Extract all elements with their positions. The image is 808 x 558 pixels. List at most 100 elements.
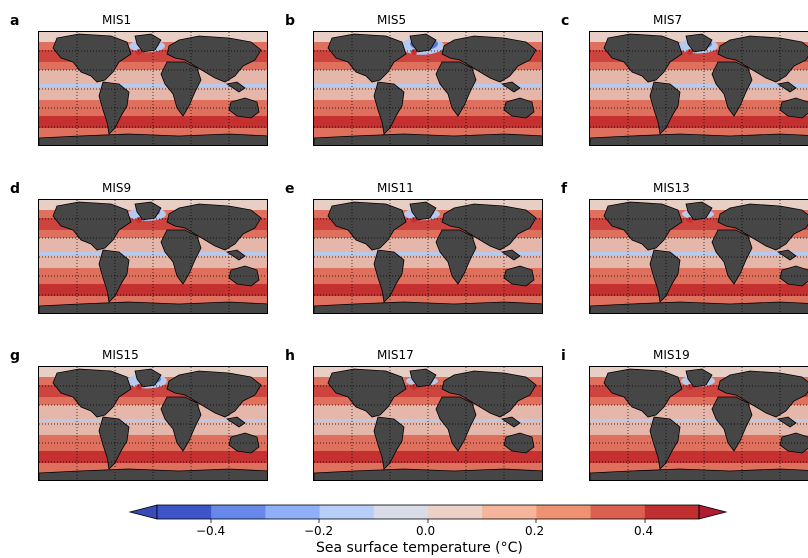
sst-map-svg [590, 32, 808, 145]
graticule [39, 367, 267, 480]
colorbar-segment [157, 505, 212, 519]
graticule [39, 32, 267, 145]
southern-warm-band [590, 116, 808, 128]
equatorial-cool-band [39, 252, 267, 255]
graticule [590, 200, 808, 313]
colorbar-tick-label: −0.4 [196, 524, 226, 538]
equatorial-cool-band [39, 84, 267, 87]
colorbar-segment [590, 505, 646, 519]
sst-map-svg [314, 367, 542, 480]
southern-warm-band [39, 116, 267, 128]
panel-letter: e [285, 181, 295, 197]
sst-map-svg [39, 200, 267, 313]
colorbar-extend-high [698, 504, 728, 520]
graticule [314, 200, 542, 313]
north-atlantic-warm-spot [687, 49, 693, 55]
map-panel-i: i MIS19 [561, 348, 808, 498]
panel-title: MIS17 [377, 348, 414, 362]
panel-letter: d [10, 181, 21, 197]
panel-letter: i [561, 348, 566, 364]
north-atlantic-warm-spot [411, 49, 417, 55]
graticule [314, 32, 542, 145]
north-atlantic-warm-spot [136, 384, 142, 390]
panel-title: MIS19 [653, 348, 690, 362]
graticule [314, 367, 542, 480]
map-panel-d: d MIS9 [10, 181, 268, 331]
panel-title: MIS9 [102, 181, 132, 195]
sst-map [589, 199, 808, 314]
colorbar-segment [644, 505, 700, 519]
map-panel-c: c MIS7 [561, 13, 808, 163]
sst-map [589, 366, 808, 481]
sst-map-svg [314, 200, 542, 313]
graticule [590, 32, 808, 145]
panel-letter: g [10, 348, 21, 364]
map-panel-a: a MIS1 [10, 13, 268, 163]
colorbar-tick-label: 0.2 [525, 524, 545, 538]
equatorial-cool-band [590, 84, 808, 87]
sst-map [313, 31, 543, 146]
southern-warm-band [39, 284, 267, 296]
colorbar-tick-label: 0.4 [634, 524, 654, 538]
north-atlantic-warm-spot [687, 384, 693, 390]
colorbar-segment [265, 505, 321, 519]
map-panel-f: f MIS13 [561, 181, 808, 331]
map-panel-e: e MIS11 [285, 181, 543, 331]
southern-warm-band [590, 451, 808, 463]
colorbar-segment [428, 505, 483, 519]
sst-map [38, 366, 268, 481]
map-panel-g: g MIS15 [10, 348, 268, 498]
sst-map [38, 199, 268, 314]
colorbar-title: Sea surface temperature (°C) [316, 540, 523, 556]
sst-map [313, 199, 543, 314]
equatorial-cool-band [314, 252, 542, 255]
colorbar-extend-low [128, 504, 158, 520]
sst-map [38, 31, 268, 146]
sst-map-svg [590, 200, 808, 313]
equatorial-cool-band [590, 252, 808, 255]
panel-letter: a [10, 13, 20, 29]
southern-warm-band [314, 451, 542, 463]
southern-warm-band [314, 116, 542, 128]
panel-title: MIS15 [102, 348, 139, 362]
land-mask [590, 33, 808, 145]
graticule [39, 200, 267, 313]
panel-title: MIS13 [653, 181, 690, 195]
colorbar-segment [373, 505, 429, 519]
colorbar-segment [482, 505, 537, 519]
colorbar-tick-label: 0.0 [416, 524, 436, 538]
colorbar-segment [211, 505, 266, 519]
colorbar-frame [156, 504, 700, 520]
north-atlantic-warm-spot [687, 217, 693, 223]
sst-map [589, 31, 808, 146]
north-atlantic-warm-spot [136, 217, 142, 223]
sst-map-svg [39, 32, 267, 145]
graticule [590, 367, 808, 480]
southern-warm-band [590, 284, 808, 296]
north-atlantic-warm-spot [411, 217, 417, 223]
map-panel-b: b MIS5 [285, 13, 543, 163]
equatorial-cool-band [314, 84, 542, 87]
land-mask [314, 33, 542, 145]
southern-warm-band [314, 284, 542, 296]
sst-map-svg [39, 367, 267, 480]
land-mask [39, 368, 267, 480]
panel-title: MIS7 [653, 13, 683, 27]
sst-map-svg [314, 32, 542, 145]
panel-letter: h [285, 348, 295, 364]
sst-map-svg [590, 367, 808, 480]
land-mask [39, 201, 267, 313]
southern-warm-band [39, 451, 267, 463]
panel-letter: b [285, 13, 296, 29]
colorbar-segment [319, 505, 375, 519]
panel-letter: c [561, 13, 570, 29]
land-mask [39, 33, 267, 145]
north-atlantic-warm-spot [411, 384, 417, 390]
panel-title: MIS11 [377, 181, 414, 195]
equatorial-cool-band [314, 419, 542, 422]
sst-map [313, 366, 543, 481]
north-atlantic-warm-spot [136, 49, 142, 55]
panel-letter: f [561, 181, 568, 197]
equatorial-cool-band [590, 419, 808, 422]
colorbar-segment [536, 505, 592, 519]
